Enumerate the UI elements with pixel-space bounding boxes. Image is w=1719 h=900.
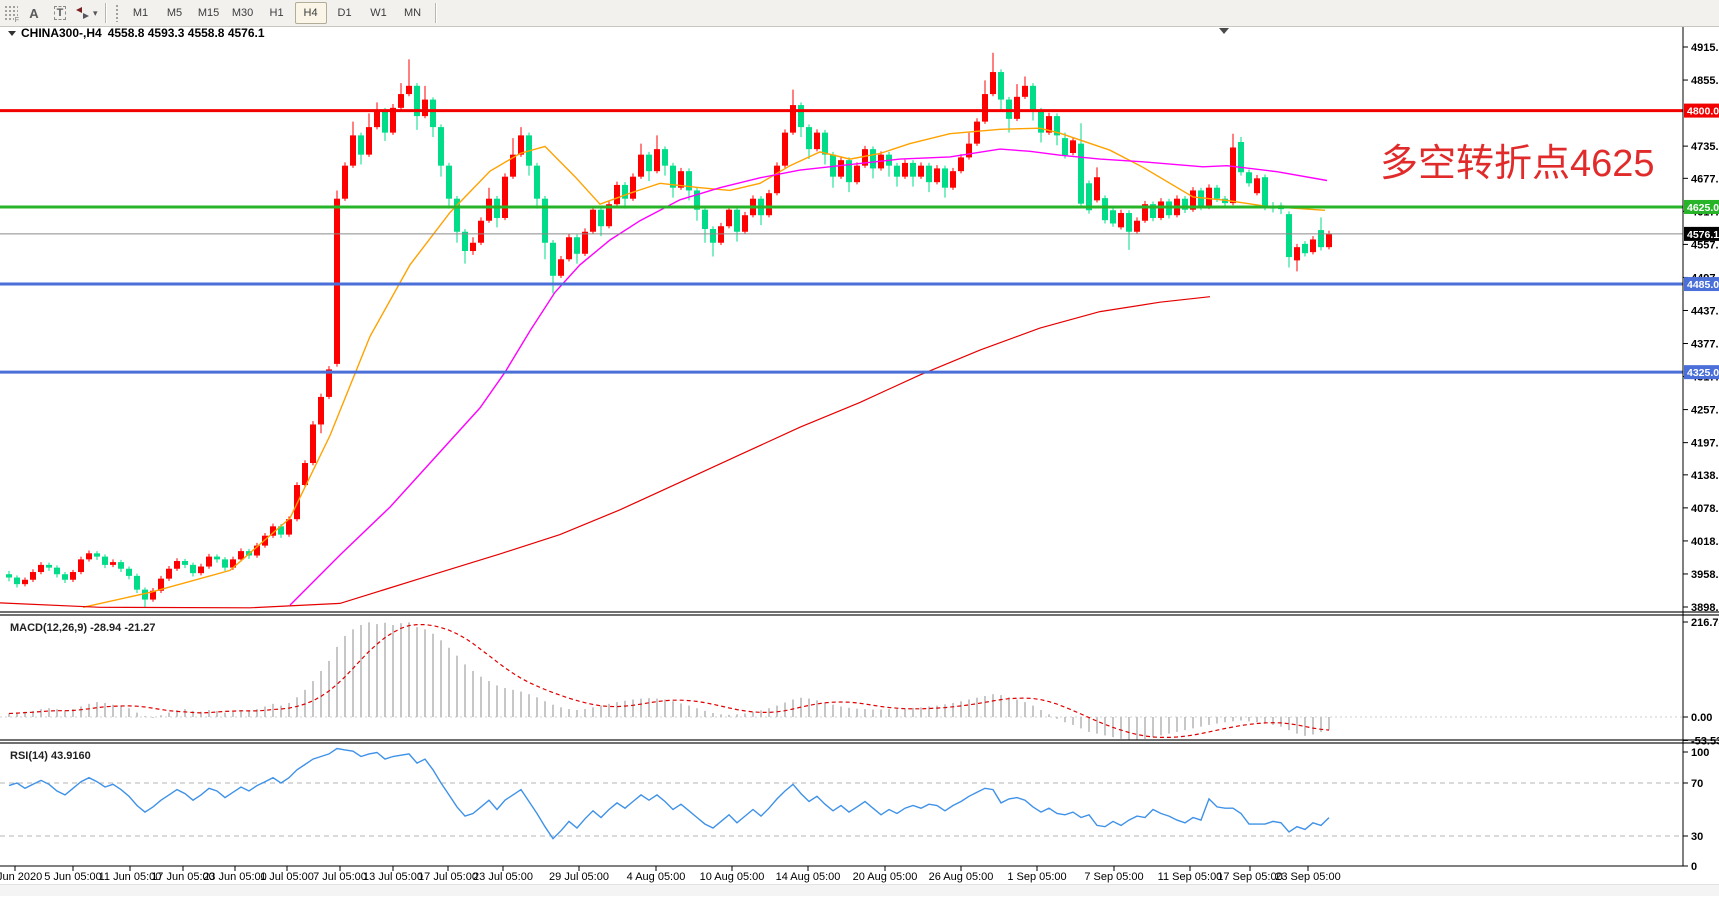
time-tick-label: 7 Jul 05:00: [313, 871, 367, 883]
price-tick-label: 3898.5: [1691, 602, 1719, 614]
time-tick-label: 7 Sep 05:00: [1084, 871, 1143, 883]
time-tick-label: 4 Aug 05:00: [627, 871, 686, 883]
chart-title: CHINA300-,H4 4558.8 4593.3 4558.8 4576.1: [21, 26, 265, 40]
rsi-tick-label: 100: [1691, 747, 1709, 759]
price-tick-label: 4138.5: [1691, 470, 1719, 482]
indicators-tool-button[interactable]: ▾: [74, 2, 99, 24]
chart-shift-marker-icon[interactable]: [1219, 28, 1229, 34]
price-badge-4325.0: [1684, 365, 1719, 380]
font-tool-button[interactable]: A: [22, 2, 46, 24]
timeframe-button-M15[interactable]: M15: [197, 7, 220, 19]
price-tick-label: 4078.5: [1691, 503, 1719, 515]
ma-line-fast-orange: [82, 127, 1326, 608]
macd-panel[interactable]: [0, 622, 1683, 741]
macd-tick-label: -53.53: [1691, 735, 1719, 747]
price-tick-label: 4855.5: [1691, 75, 1719, 87]
text-label-tool-button[interactable]: T: [48, 2, 72, 24]
macd-indicator-label: MACD(12,26,9) -28.94 -21.27: [10, 622, 156, 634]
time-tick-label: 17 Jul 05:00: [418, 871, 478, 883]
timeframe-button-W1[interactable]: W1: [370, 7, 387, 19]
macd-signal-line: [8, 623, 1330, 739]
price-badge-label: 4325.0: [1687, 367, 1719, 379]
price-tick-label: 4257.0: [1691, 405, 1719, 417]
price-tick-label: 4735.5: [1691, 141, 1719, 153]
price-tick-label: 4197.0: [1691, 438, 1719, 450]
time-tick-label: 23 Sep 05:00: [1275, 871, 1340, 883]
price-badge-label: 4576.1: [1687, 229, 1719, 241]
price-badge-label: 4485.0: [1687, 279, 1719, 291]
font-tool-label: A: [29, 5, 39, 21]
time-tick-label: 23 Jul 05:00: [473, 871, 533, 883]
time-tick-label: 11 Jun 05:00: [99, 871, 162, 883]
price-tick-label: 4377.0: [1691, 339, 1719, 351]
rsi-tick-label: 70: [1691, 778, 1703, 790]
macd-tick-label: 216.78: [1691, 617, 1719, 629]
price-badge-4576.1: [1684, 226, 1719, 241]
symbol-dropdown-icon[interactable]: [8, 31, 16, 36]
indicators-dropdown-caret-icon: ▾: [93, 7, 98, 18]
timeframe-button-M5[interactable]: M5: [166, 7, 183, 19]
toolbar-separator: [104, 3, 106, 23]
text-label-tool-label: T: [53, 6, 67, 20]
timeframe-button-MN[interactable]: MN: [403, 7, 422, 19]
timeframe-button-D1[interactable]: D1: [337, 7, 352, 19]
price-badge-4625.0: [1684, 199, 1719, 214]
toolbar-grip-handle[interactable]: F: [4, 5, 20, 24]
price-tick-label: 3958.5: [1691, 569, 1719, 581]
ma-line-slow-red: [0, 296, 1211, 609]
price-badge-label: 4800.0: [1687, 106, 1719, 118]
price-tick-label: 4437.0: [1691, 305, 1719, 317]
macd-tick-label: 0.00: [1691, 712, 1712, 724]
price-badge-4485.0: [1684, 277, 1719, 292]
time-tick-label: 14 Aug 05:00: [776, 871, 841, 883]
time-tick-label: 13 Jul 05:00: [363, 871, 423, 883]
time-tick-label: 1 Jul 05:00: [260, 871, 314, 883]
timeframe-button-H1[interactable]: H1: [269, 7, 284, 19]
price-tick-label: 4557.0: [1691, 239, 1719, 251]
timeframe-grip-handle[interactable]: [114, 4, 120, 22]
time-tick-label: 17 Sep 05:00: [1217, 871, 1282, 883]
time-tick-label: 17 Jun 05:00: [151, 871, 215, 883]
time-tick-label: 11 Sep 05:00: [1158, 871, 1223, 883]
candlesticks: [6, 52, 1332, 608]
rsi-panel[interactable]: [0, 747, 1683, 840]
rsi-tick-label: 30: [1691, 831, 1703, 843]
time-tick-label: 26 Aug 05:00: [929, 871, 994, 883]
price-tick-label: 4018.5: [1691, 536, 1719, 548]
time-tick-label: 1 Sep 05:00: [1007, 871, 1066, 883]
time-tick-label: 5 Jun 05:00: [44, 871, 102, 883]
rsi-indicator-label: RSI(14) 43.9160: [10, 750, 91, 762]
ohlc-readout: 4558.8 4593.3 4558.8 4576.1: [108, 26, 265, 40]
status-strip: [0, 884, 1719, 896]
toolbar: F A T ▾ M1 M5 M15 M30 H1 H4 D1 W1 MN: [0, 0, 1719, 27]
chart-axes[interactable]: 4915.54855.54735.54677.04617.04557.04497…: [0, 27, 1719, 883]
time-tick-label: 10 Aug 05:00: [700, 871, 765, 883]
time-tick-label: 29 Jul 05:00: [549, 871, 609, 883]
toolbar-separator-right: [434, 3, 436, 23]
rsi-line: [8, 747, 1330, 840]
price-tick-label: 4677.0: [1691, 173, 1719, 185]
main-price-panel[interactable]: [0, 52, 1683, 609]
price-badge-4800.0: [1684, 103, 1719, 118]
price-badge-label: 4625.0: [1687, 202, 1719, 214]
timeframe-button-H4[interactable]: H4: [294, 2, 327, 24]
price-tick-label: 4915.5: [1691, 42, 1719, 54]
indicators-icon: [76, 7, 89, 19]
ma-line-mid-magenta: [289, 148, 1328, 606]
rsi-tick-label: 0: [1691, 861, 1697, 873]
time-tick-label: 20 Aug 05:00: [853, 871, 918, 883]
timeframe-button-M1[interactable]: M1: [132, 7, 149, 19]
chart-annotation-text: 多空转折点4625: [1380, 143, 1655, 185]
time-tick-label: 23 Jun 05:00: [203, 871, 267, 883]
toolbar-grip-tag: F: [13, 17, 20, 24]
timeframe-button-M30[interactable]: M30: [231, 7, 254, 19]
time-tick-label: 1 Jun 2020: [0, 871, 42, 883]
